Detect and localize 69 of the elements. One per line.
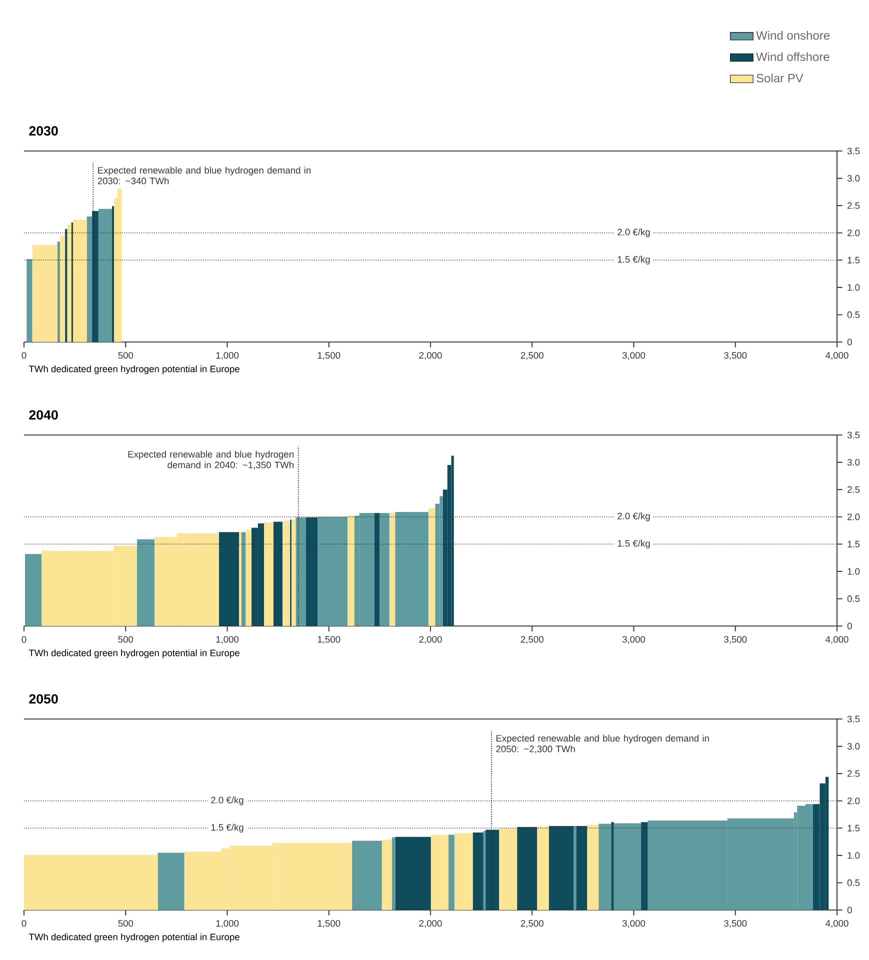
x-tick-label: 3,000 bbox=[622, 636, 646, 644]
y-tick-label: 1.0 bbox=[848, 284, 860, 291]
y-tick-label: 1.0 bbox=[848, 568, 860, 575]
x-tick-label: 500 bbox=[118, 636, 134, 643]
y-tick-label: 2.5 bbox=[848, 486, 860, 493]
x-tick-label: 2,500 bbox=[520, 636, 544, 644]
x-tick-label: 3,500 bbox=[724, 636, 747, 644]
x-tick-label: 0 bbox=[22, 636, 26, 643]
y-tick-label: 0 bbox=[847, 338, 852, 346]
x-tick-label: 3,000 bbox=[622, 352, 646, 360]
y-tick-label: 0.5 bbox=[847, 595, 860, 602]
chart-title: 2050 bbox=[29, 694, 58, 704]
chart-title: 2030 bbox=[29, 126, 58, 136]
ref-line-label: Expected renewable and blue hydrogen demand in 2030: ~340 TWh bbox=[98, 166, 310, 184]
y-tick-label: 0.5 bbox=[847, 311, 860, 318]
x-tick-label: 1,500 bbox=[318, 352, 340, 360]
y-tick-label: 1.5 bbox=[848, 824, 860, 832]
ref-line-label: 1.5 €/kg bbox=[618, 540, 650, 549]
chart-title: 2040 bbox=[29, 410, 58, 420]
ref-line-label: Expected renewable and blue hydrogen demand in 2050: ~2,300 TWh bbox=[496, 734, 709, 754]
x-tick-label: 1,000 bbox=[216, 920, 239, 928]
y-tick-label: 3.5 bbox=[847, 148, 860, 154]
y-tick-label: 0 bbox=[847, 622, 852, 630]
ref-line-label: Expected renewable and blue hydrogen demand in 2040: ~1,350 TWh bbox=[128, 450, 294, 470]
x-axis-title: TWh dedicated green hydrogen potential in Europe bbox=[28, 649, 240, 658]
y-tick-label: 3.5 bbox=[847, 432, 860, 438]
y-tick-label: 2.0 bbox=[848, 514, 860, 520]
x-tick-label: 2,500 bbox=[520, 352, 544, 360]
legend-label: Solar PV bbox=[756, 74, 804, 82]
x-tick-label: 1,000 bbox=[216, 352, 239, 360]
y-tick-label: 2.5 bbox=[848, 202, 860, 209]
y-tick-label: 3.5 bbox=[847, 716, 860, 722]
x-tick-label: 2,000 bbox=[419, 920, 442, 928]
ref-line-label: 2.0 €/kg bbox=[211, 796, 244, 806]
y-tick-label: 3.0 bbox=[847, 459, 860, 466]
x-tick-label: 3,500 bbox=[724, 352, 747, 360]
ref-line-label: 1.5 €/kg bbox=[211, 824, 244, 833]
y-tick-label: 2.5 bbox=[848, 770, 860, 777]
x-tick-label: 0 bbox=[22, 920, 26, 927]
ref-line-label: 2.0 €/kg bbox=[618, 228, 650, 238]
x-tick-label: 0 bbox=[22, 352, 26, 359]
x-tick-label: 1,500 bbox=[318, 920, 340, 928]
ref-line-label: 2.0 €/kg bbox=[618, 512, 650, 522]
x-tick-label: 1,000 bbox=[216, 636, 239, 644]
x-tick-label: 500 bbox=[118, 352, 134, 359]
x-tick-label: 2,500 bbox=[520, 920, 544, 928]
x-tick-label: 4,000 bbox=[826, 352, 848, 360]
y-tick-label: 2.0 bbox=[848, 798, 860, 804]
x-tick-label: 2,000 bbox=[419, 636, 442, 644]
x-tick-label: 1,500 bbox=[318, 636, 340, 644]
y-tick-label: 1.5 bbox=[848, 256, 860, 264]
x-axis-title: TWh dedicated green hydrogen potential in Europe bbox=[28, 933, 240, 942]
y-tick-label: 1.5 bbox=[848, 540, 860, 548]
legend-label: Wind onshore bbox=[756, 30, 830, 40]
y-tick-label: 0.5 bbox=[847, 879, 860, 886]
x-tick-label: 4,000 bbox=[826, 636, 848, 644]
x-tick-label: 2,000 bbox=[419, 352, 442, 360]
x-tick-label: 3,500 bbox=[724, 920, 747, 928]
y-tick-label: 1.0 bbox=[848, 852, 860, 859]
x-tick-label: 4,000 bbox=[826, 920, 848, 928]
legend-label: Wind offshore bbox=[756, 52, 830, 62]
y-tick-label: 3.0 bbox=[847, 743, 860, 750]
y-tick-label: 3.0 bbox=[847, 175, 860, 182]
y-tick-label: 0 bbox=[847, 906, 852, 914]
x-tick-label: 500 bbox=[118, 920, 134, 927]
x-axis-title: TWh dedicated green hydrogen potential in Europe bbox=[28, 365, 240, 374]
y-tick-label: 2.0 bbox=[848, 230, 860, 236]
ref-line-label: 1.5 €/kg bbox=[618, 256, 650, 265]
x-tick-label: 3,000 bbox=[622, 920, 646, 928]
